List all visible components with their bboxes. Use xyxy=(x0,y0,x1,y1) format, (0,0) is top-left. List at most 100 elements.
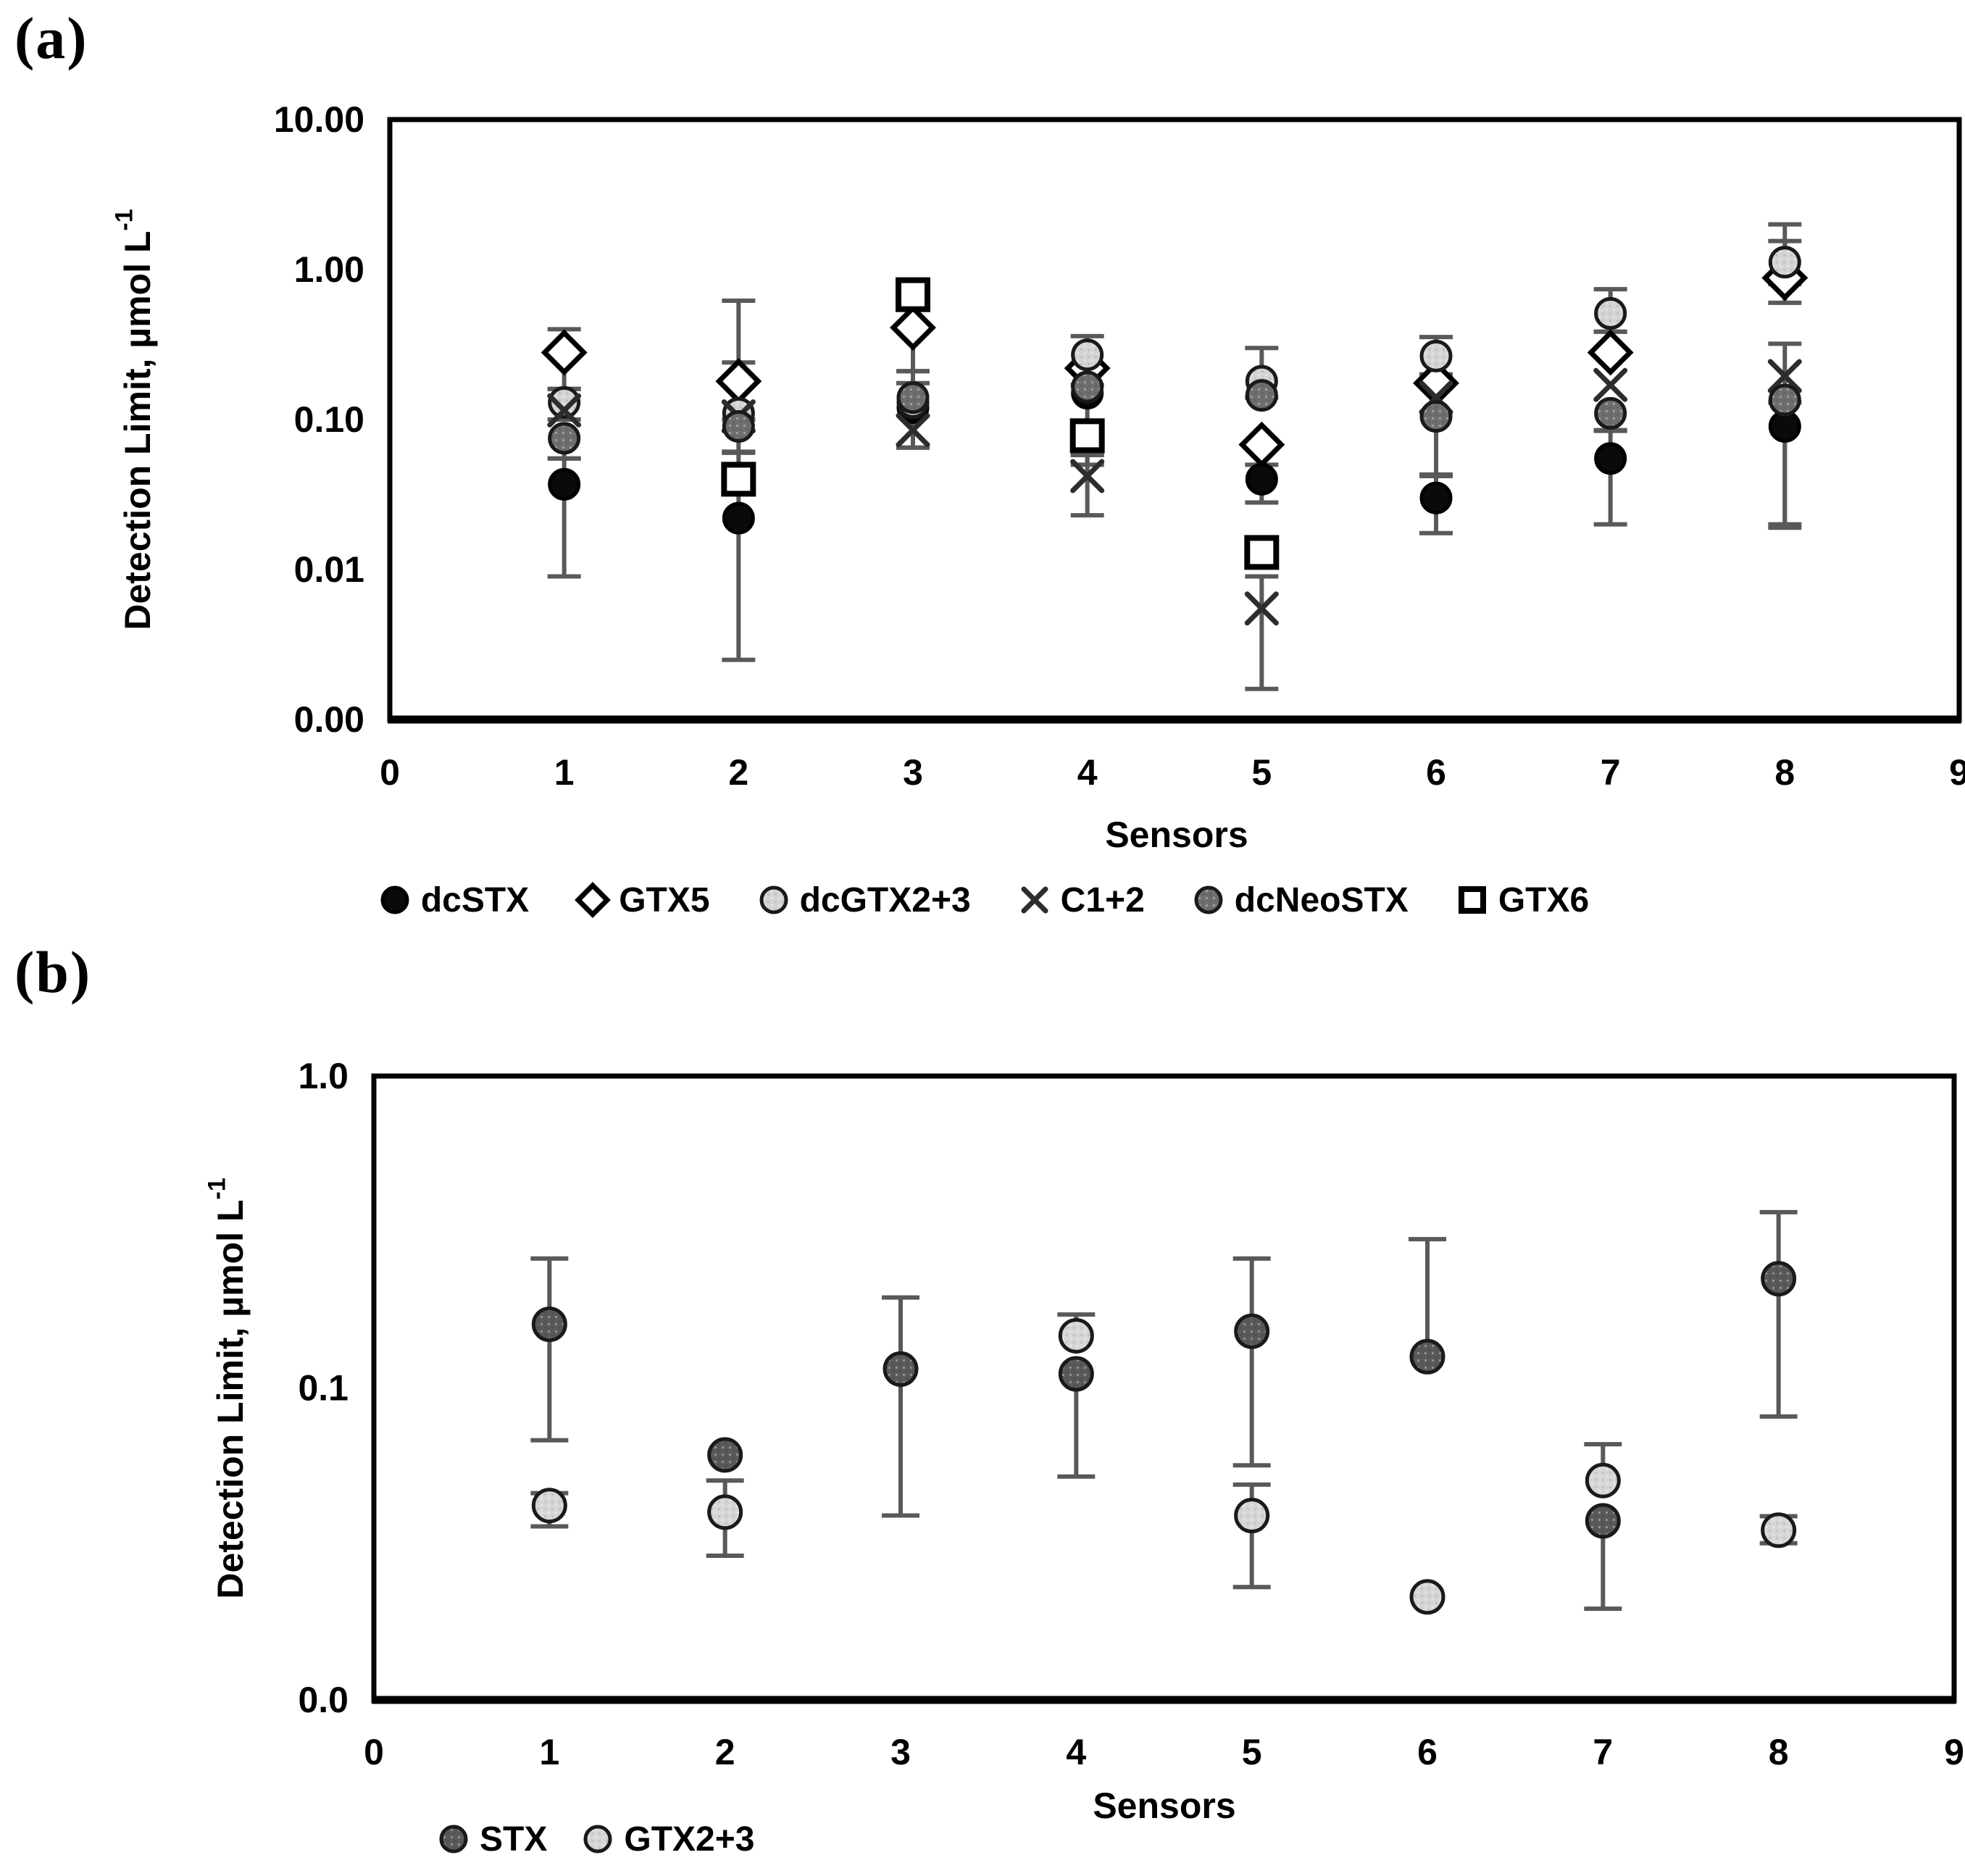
GTX6-point xyxy=(1244,535,1280,570)
STX-point xyxy=(531,1306,567,1343)
dcGTX2+3-point xyxy=(1594,297,1627,330)
dcNeoSTX-legend-marker-icon xyxy=(1194,885,1223,914)
C1+2-point xyxy=(547,393,582,428)
legend-panel-a: dcSTX GTX5 dcGTX2+3 C1+2 dcNeoSTX GTX6 xyxy=(0,874,1965,926)
dcSTX-point xyxy=(1419,481,1453,514)
dcSTX-point xyxy=(548,467,581,501)
legend-label: dcNeoSTX xyxy=(1234,880,1409,920)
GTX2+3-point xyxy=(1234,1498,1270,1534)
x-tick-label: 9 xyxy=(1944,1732,1964,1772)
y-axis-title: Detection Limit, µmol L-1 xyxy=(203,1177,251,1598)
x-tick-label: 6 xyxy=(1417,1732,1438,1772)
STX-legend-marker-icon xyxy=(439,1825,468,1854)
dcNeoSTX-point xyxy=(722,409,755,443)
C1+2-point xyxy=(1767,359,1802,393)
x-tick-label: 1 xyxy=(539,1732,559,1772)
dcNeoSTX-point xyxy=(1245,379,1278,412)
y-tick-label: 0.01 xyxy=(294,549,364,590)
GTX5-point xyxy=(541,329,588,376)
legend-item-GTX5: GTX5 xyxy=(574,880,710,920)
GTX5-legend-glyph xyxy=(575,882,612,918)
series-GTX2+3 xyxy=(531,1317,1797,1615)
C1+2-point xyxy=(1244,591,1279,626)
GTX2+3-point xyxy=(1761,1512,1797,1548)
STX-point xyxy=(1409,1338,1445,1375)
GTX2+3-legend-glyph xyxy=(583,1825,612,1854)
x-tick-label: 4 xyxy=(1077,752,1098,793)
GTX6-point xyxy=(721,462,756,497)
legend-label: dcSTX xyxy=(420,880,530,920)
GTX5-point xyxy=(715,358,762,405)
C1+2-legend-glyph xyxy=(1021,886,1048,914)
dcGTX2+3-legend-marker-icon xyxy=(759,885,788,914)
x-tick-label: 6 xyxy=(1426,752,1446,793)
C1+2-point xyxy=(896,413,930,448)
dcSTX-legend-marker-icon xyxy=(380,885,409,914)
GTX2+3-point xyxy=(1058,1317,1094,1354)
x-tick-label: 3 xyxy=(890,1732,911,1772)
GTX2+3-point xyxy=(531,1488,567,1524)
legend-label: GTX2+3 xyxy=(624,1819,755,1859)
x-tick-label: 2 xyxy=(728,752,748,793)
GTX5-legend-marker-icon xyxy=(575,882,612,918)
panel-b-label: (b) xyxy=(14,939,92,1005)
dcNeoSTX-point xyxy=(548,422,581,455)
dcNeoSTX-point xyxy=(1071,370,1104,404)
GTX2+3-legend-marker-icon xyxy=(583,1825,612,1854)
dcGTX2+3-point xyxy=(548,385,581,419)
legend-item-dcGTX2+3: dcGTX2+3 xyxy=(755,880,971,920)
GTX6-legend-glyph xyxy=(1458,886,1486,914)
GTX5-point xyxy=(1238,421,1285,468)
dcGTX2+3-point xyxy=(1768,246,1801,279)
plot-border xyxy=(387,117,1962,722)
legend-item-C1+2: C1+2 xyxy=(1016,880,1145,920)
dcNeoSTX-legend-glyph xyxy=(1194,885,1223,914)
legend-item-dcSTX: dcSTX xyxy=(376,880,529,920)
GTX6-legend-marker-icon xyxy=(1458,886,1486,914)
y-tick-label: 10.00 xyxy=(274,99,364,140)
legend-item-STX: STX xyxy=(435,1819,547,1859)
x-tick-label: 2 xyxy=(715,1732,735,1772)
dcNeoSTX-point xyxy=(896,381,930,414)
panel-a-label: (a) xyxy=(14,5,88,71)
y-tick-label: 0.0 xyxy=(298,1680,349,1720)
legend-label: C1+2 xyxy=(1060,880,1145,920)
y-tick-label: 1.00 xyxy=(294,249,364,290)
legend-label: GTX5 xyxy=(619,880,710,920)
GTX2+3-point xyxy=(707,1494,743,1530)
STX-point xyxy=(1761,1261,1797,1297)
dcNeoSTX-point xyxy=(1594,396,1627,430)
legend-label: GTX6 xyxy=(1498,880,1590,920)
dcSTX-legend-glyph xyxy=(380,885,409,914)
y-tick-label: 0.00 xyxy=(294,699,364,740)
x-tick-label: 5 xyxy=(1251,752,1272,793)
chart-a: 10.00 1.00 0.10 0.01 0.00 0 1 2 3 4 5 6 7 8 9 Sensors De… xyxy=(110,99,1965,855)
legend-item-dcNeoSTX: dcNeoSTX xyxy=(1190,880,1409,920)
dcSTX-point xyxy=(722,501,755,535)
dcSTX-point xyxy=(1245,462,1278,496)
x-tick-label: 9 xyxy=(1949,752,1965,793)
legend-label: dcGTX2+3 xyxy=(799,880,971,920)
GTX6-point xyxy=(1069,418,1105,454)
legend-item-GTX6: GTX6 xyxy=(1453,880,1589,920)
series-GTX6 xyxy=(721,277,1280,570)
x-tick-label: 5 xyxy=(1242,1732,1262,1772)
dcGTX2+3-legend-glyph xyxy=(759,885,788,914)
x-tick-label: 0 xyxy=(364,1732,384,1772)
y-axis-title: Detection Limit, µmol L-1 xyxy=(110,209,158,630)
x-axis-title: Sensors xyxy=(1105,814,1248,855)
STX-point xyxy=(1234,1313,1270,1349)
legend-item-GTX2+3: GTX2+3 xyxy=(579,1819,754,1859)
x-tick-label: 0 xyxy=(380,752,400,793)
C1+2-legend-marker-icon xyxy=(1021,886,1048,914)
x-tick-label: 8 xyxy=(1769,1732,1789,1772)
x-tick-label: 1 xyxy=(554,752,575,793)
GTX5-point xyxy=(1587,329,1634,376)
dcNeoSTX-point xyxy=(1768,383,1801,417)
legend-label: STX xyxy=(480,1819,548,1859)
error-bars xyxy=(530,1209,1798,1612)
legend-panel-b: STX GTX2+3 xyxy=(435,1813,754,1865)
chart-b: 1.0 0.1 0.0 0 1 2 3 4 5 6 7 8 9 Sensors Detection Limi… xyxy=(203,1056,1964,1826)
y-tick-label: 0.10 xyxy=(294,399,364,440)
